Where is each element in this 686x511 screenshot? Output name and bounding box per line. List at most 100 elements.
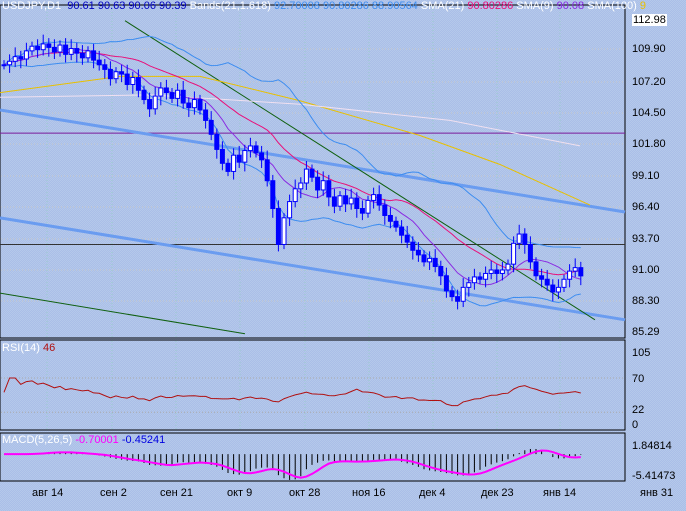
candle-body xyxy=(572,267,578,272)
candle-body xyxy=(236,154,242,163)
time-axis-label: сен 21 xyxy=(160,487,193,499)
candle-body xyxy=(348,197,354,205)
price-axis-label: 88.30 xyxy=(632,295,660,307)
macd-axis-label: 1.84814 xyxy=(632,440,672,452)
candle-body xyxy=(337,195,343,207)
sma100-label: SMA(100) xyxy=(587,0,637,12)
rsi-legend: RSI(14) 46 xyxy=(2,342,55,354)
candle-body xyxy=(259,152,265,161)
candle-body xyxy=(421,254,427,263)
bands-label: Bands(21,1.618) xyxy=(189,0,271,12)
candle-body xyxy=(331,196,337,207)
channel-line xyxy=(0,108,626,214)
candle-body xyxy=(29,45,35,52)
candle-body xyxy=(68,48,74,55)
bands-upper: 92.70008 xyxy=(274,0,320,12)
candle-body xyxy=(455,296,461,302)
sma21-label: SMA(21) xyxy=(420,0,465,12)
macd-axis-label: -5.41473 xyxy=(632,470,676,482)
candle-body xyxy=(85,50,91,59)
sma100-value: 9 xyxy=(639,0,646,12)
candle-body xyxy=(208,119,214,135)
rsi-axis-label: 70 xyxy=(632,373,645,385)
candle-body xyxy=(175,89,181,99)
candle-body xyxy=(404,234,410,243)
candle-body xyxy=(567,270,573,280)
candle-body xyxy=(533,261,539,277)
candle-body xyxy=(315,176,321,191)
bands-mid: 90.80286 xyxy=(322,0,369,12)
candle-body xyxy=(460,286,466,302)
candle-body xyxy=(387,214,393,222)
trend-line xyxy=(124,20,596,321)
macd-main-value: -0.70001 xyxy=(75,434,119,446)
candle-body xyxy=(466,282,472,288)
macd-panel xyxy=(0,432,626,482)
candle-body xyxy=(96,59,102,66)
candle-body xyxy=(382,204,388,216)
time-axis-label: ноя 16 xyxy=(352,487,386,499)
sma100-line xyxy=(0,75,591,206)
candle-body xyxy=(231,154,237,172)
candle-body xyxy=(63,44,69,55)
time-axis-label: дек 23 xyxy=(481,487,514,499)
candle-body xyxy=(471,276,477,284)
macd-label: MACD(5,26,5) xyxy=(2,434,73,446)
candle-body xyxy=(326,180,332,198)
candle-body xyxy=(371,194,377,201)
candle-body xyxy=(539,275,545,280)
candle-body xyxy=(119,71,125,75)
candle-body xyxy=(158,87,164,97)
sma21-line xyxy=(3,51,581,276)
candle-body xyxy=(494,269,500,274)
price-axis-label: 91.00 xyxy=(632,264,660,276)
candle-body xyxy=(225,162,231,172)
rsi-axis-label: 105 xyxy=(632,347,651,359)
sma9-value: 90.08 xyxy=(556,0,585,12)
candle-body xyxy=(427,257,433,263)
candle-body xyxy=(35,45,41,51)
price-axis-label: 93.70 xyxy=(632,233,660,245)
candle-body xyxy=(107,68,113,80)
candle-body xyxy=(141,89,147,101)
candle-body xyxy=(135,77,141,91)
candle-body xyxy=(1,64,7,67)
candle-body xyxy=(555,286,561,293)
time-axis-label: янв 14 xyxy=(543,487,577,499)
high-value: 90.63 xyxy=(97,0,126,12)
candle-body xyxy=(410,241,416,251)
candle-body xyxy=(438,265,444,277)
open-value: 90.61 xyxy=(67,0,95,12)
candle-body xyxy=(113,71,119,80)
price-panel xyxy=(0,4,626,339)
candle-body xyxy=(499,269,505,274)
candle-body xyxy=(505,263,511,271)
candle-body xyxy=(365,199,371,214)
candle-body xyxy=(303,168,309,184)
candle-body xyxy=(124,73,130,85)
sma21-value: 90.80286 xyxy=(467,0,514,12)
candle-body xyxy=(298,182,304,190)
candle-body xyxy=(443,275,449,292)
candle-body xyxy=(264,159,270,182)
candle-body xyxy=(522,233,528,245)
candle-body xyxy=(432,257,438,267)
candle-body xyxy=(320,180,326,191)
candle-body xyxy=(46,43,52,48)
candle-body xyxy=(247,145,253,152)
candle-body xyxy=(488,269,494,274)
candle-body xyxy=(550,284,556,293)
time-axis-label: дек 4 xyxy=(419,487,446,499)
candle-body xyxy=(12,56,18,62)
time-axis-label: окт 28 xyxy=(289,487,321,499)
sma9-line xyxy=(3,48,581,286)
price-axis-label: 99.10 xyxy=(632,170,660,182)
candle-body xyxy=(275,208,281,245)
candle-body xyxy=(561,278,567,288)
candle-body xyxy=(292,188,298,203)
candle-body xyxy=(287,201,293,219)
candle-body xyxy=(359,208,365,214)
candle-body xyxy=(214,133,220,150)
candle-body xyxy=(79,52,85,59)
